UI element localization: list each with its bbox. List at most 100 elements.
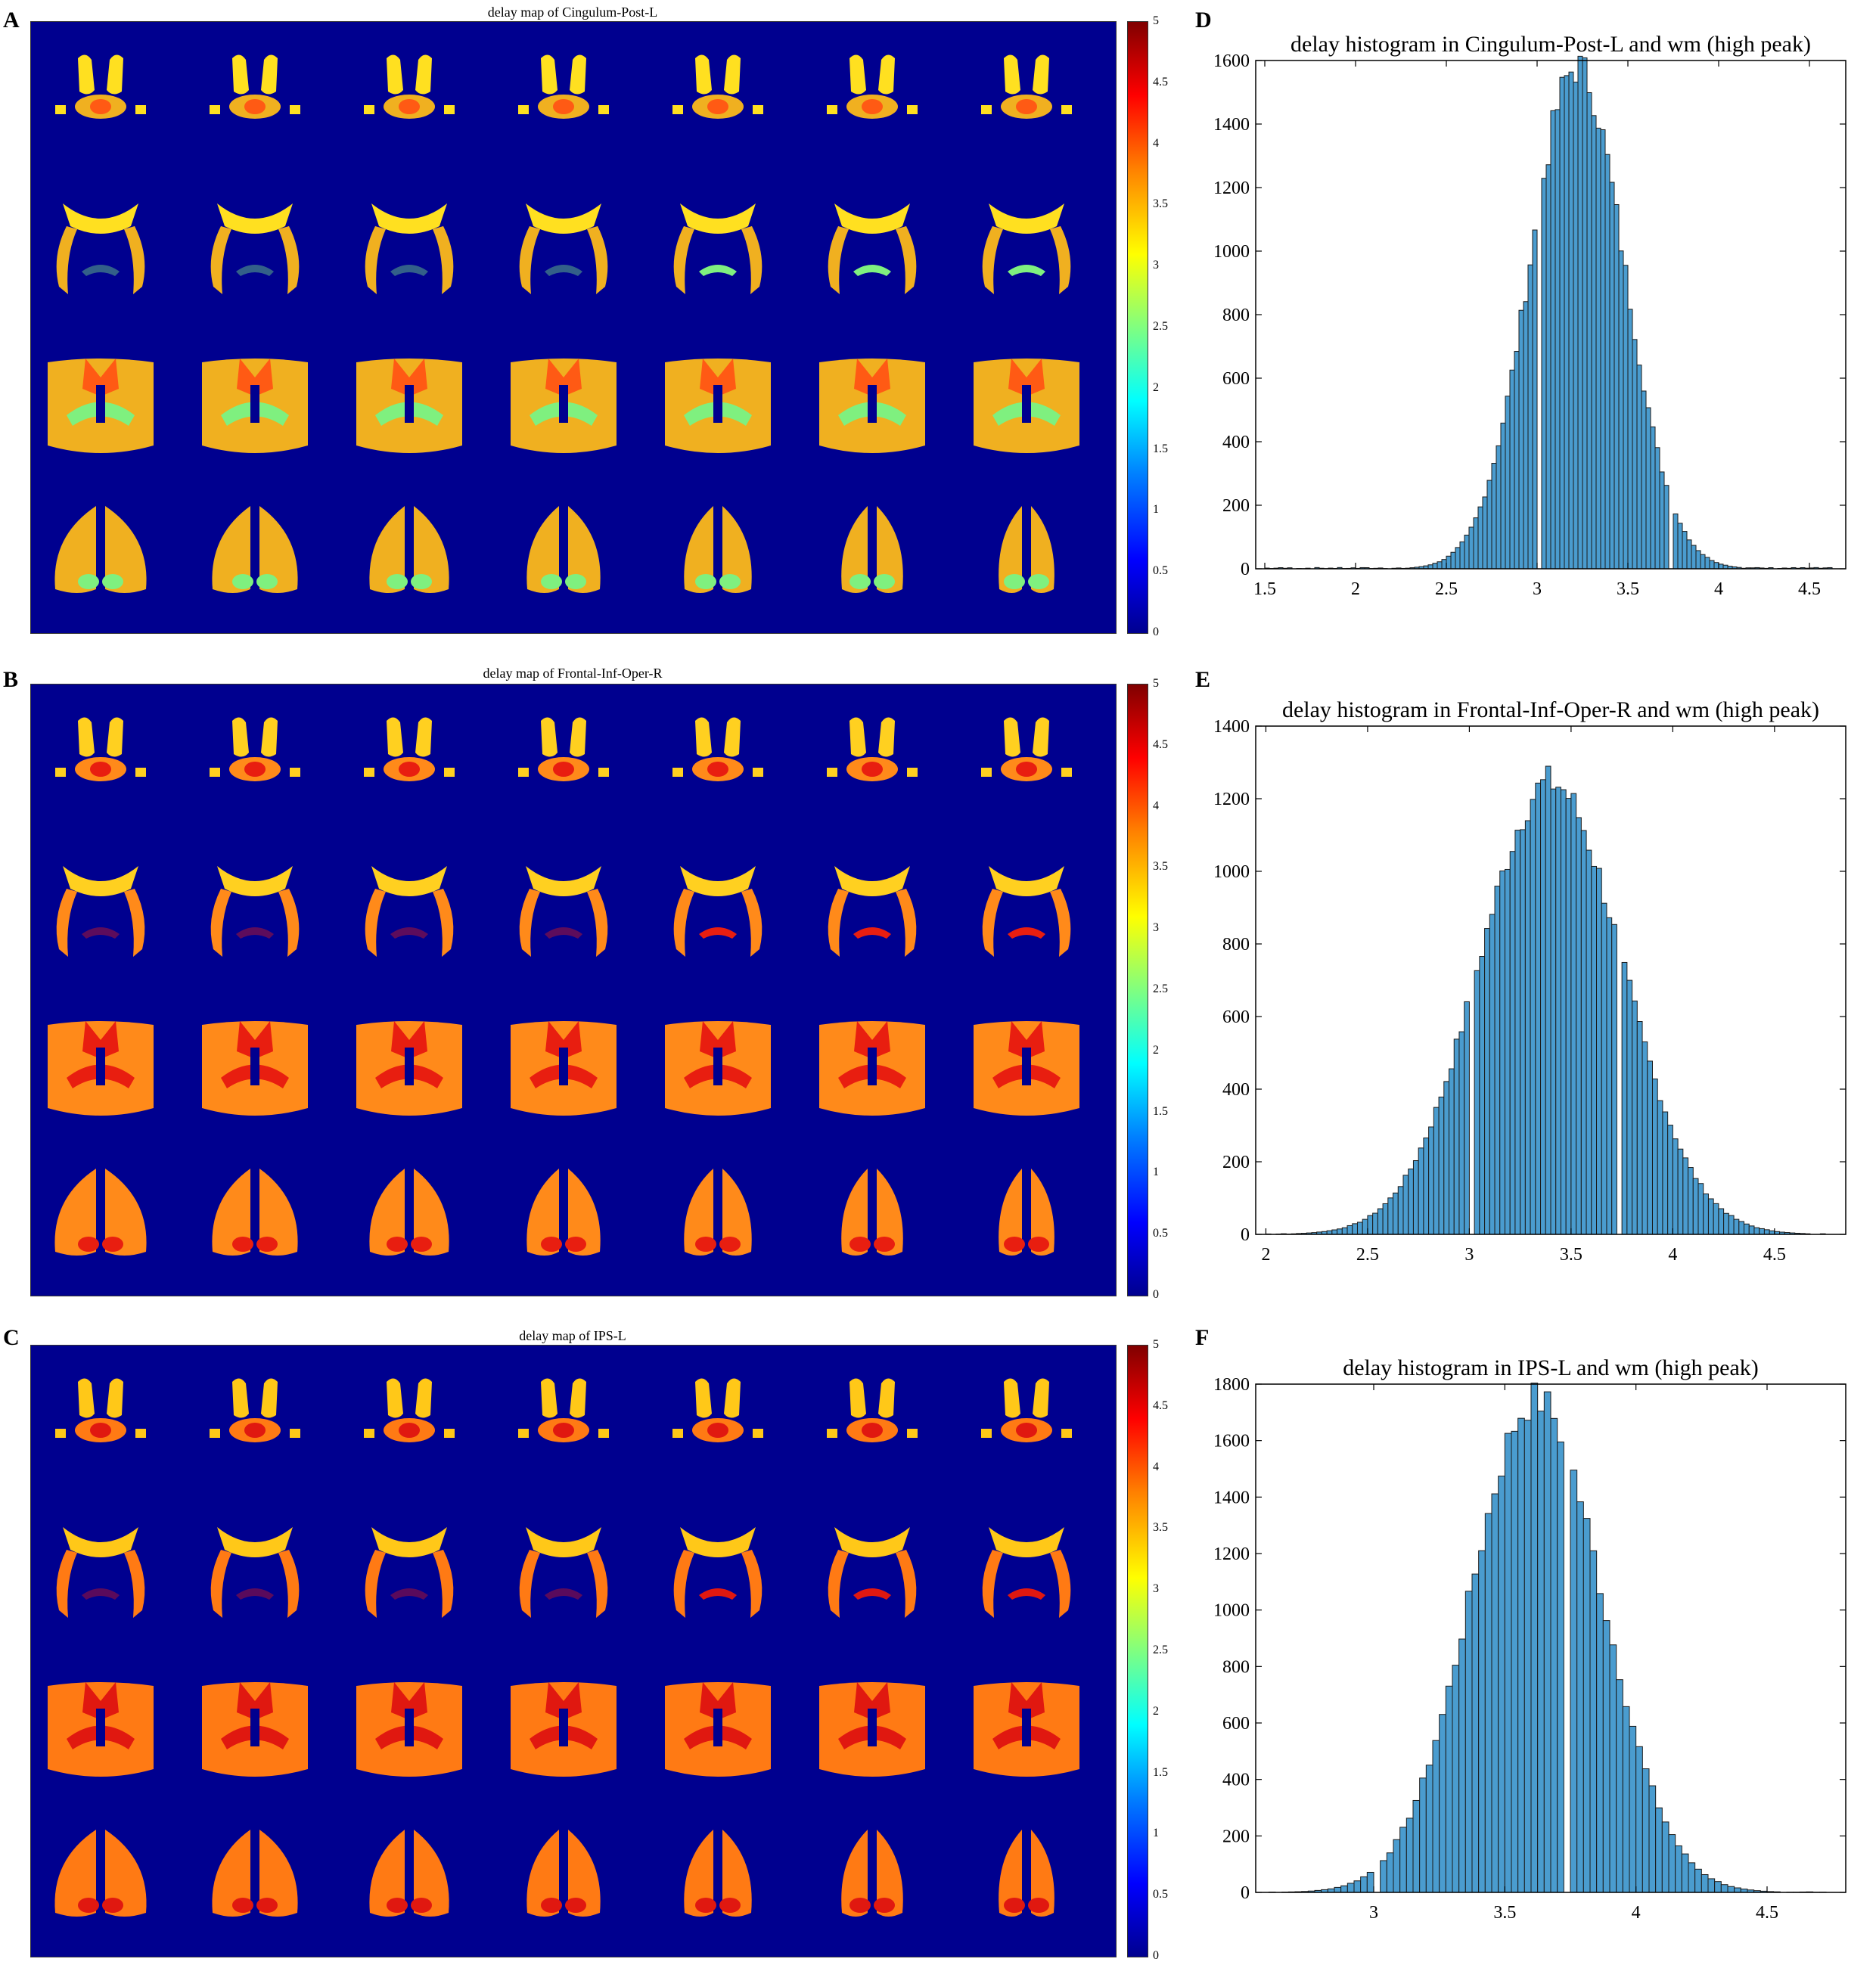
histogram-bar bbox=[1648, 1785, 1657, 1893]
histogram-bar bbox=[1723, 1212, 1729, 1235]
brain-slice bbox=[202, 1021, 308, 1116]
brain-slice bbox=[981, 1378, 1072, 1442]
brain-slice bbox=[356, 1021, 462, 1116]
brain-slice bbox=[518, 717, 609, 781]
histogram-bar bbox=[1446, 555, 1452, 570]
histogram-bar bbox=[1393, 1839, 1401, 1893]
x-tick-label: 4.5 bbox=[1798, 579, 1821, 599]
y-tick-label: 0 bbox=[1241, 1883, 1250, 1903]
brain-slice bbox=[48, 1021, 154, 1116]
brain-slice bbox=[665, 1682, 771, 1777]
histogram-bar bbox=[1432, 1740, 1440, 1893]
brain-slice bbox=[827, 1378, 918, 1442]
colorbar-tick-label: 2.5 bbox=[1153, 983, 1168, 995]
histogram-bar bbox=[1433, 1107, 1440, 1235]
histogram-bar bbox=[1576, 817, 1582, 1235]
brain-slice bbox=[356, 1682, 462, 1777]
brain-slice bbox=[841, 1169, 903, 1256]
colorbar-c bbox=[1127, 1345, 1148, 1957]
histogram-bar bbox=[1477, 506, 1483, 570]
brain-slice bbox=[982, 866, 1071, 957]
y-tick-label: 200 bbox=[1222, 1153, 1250, 1172]
histogram-bar bbox=[1341, 1227, 1348, 1235]
brain-slice bbox=[828, 203, 917, 294]
colorbar-tick-label: 1 bbox=[1153, 503, 1159, 517]
histogram-bar bbox=[1718, 563, 1724, 570]
histogram-bar bbox=[1596, 1593, 1604, 1893]
x-tick-label: 1.5 bbox=[1253, 579, 1276, 599]
histogram-bar bbox=[1471, 1573, 1480, 1893]
histogram-bar bbox=[1352, 1223, 1358, 1235]
histogram-bar bbox=[1645, 407, 1651, 570]
x-tick-label: 3 bbox=[1369, 1903, 1378, 1923]
colorbar-tick-label: 1.5 bbox=[1153, 442, 1168, 455]
brain-slice bbox=[684, 1830, 752, 1917]
histogram-bar bbox=[1380, 1860, 1387, 1893]
histogram-bar bbox=[1377, 1208, 1384, 1235]
colorbar-tick-label: 5 bbox=[1153, 14, 1159, 27]
histogram-f: delay histogram in IPS-L and wm (high pe… bbox=[1213, 1355, 1846, 1923]
brain-slice bbox=[48, 359, 154, 453]
histogram-bar bbox=[1609, 1644, 1617, 1893]
y-tick-label: 0 bbox=[1241, 1225, 1250, 1245]
histogram-bar bbox=[1334, 1886, 1342, 1893]
histogram-bar bbox=[1744, 1223, 1750, 1235]
histogram-bar bbox=[1576, 1501, 1584, 1893]
brain-slice bbox=[365, 203, 454, 294]
histogram-bar bbox=[1397, 1186, 1404, 1235]
histogram-bar bbox=[1439, 1714, 1446, 1893]
colorbar-tick-label: 4 bbox=[1153, 1460, 1159, 1473]
histogram-bar bbox=[1428, 1126, 1434, 1235]
brain-slice bbox=[54, 1830, 147, 1917]
histogram-bar bbox=[1473, 517, 1479, 570]
histogram-bar bbox=[1577, 55, 1583, 570]
brain-slice bbox=[827, 717, 918, 781]
colorbar-tick-label: 5 bbox=[1153, 677, 1159, 690]
histogram-bar bbox=[1573, 82, 1579, 570]
histogram-bar bbox=[1458, 1031, 1465, 1235]
histogram-bar bbox=[1555, 787, 1561, 1235]
brain-slice bbox=[841, 1830, 903, 1917]
histogram-bar bbox=[1642, 1768, 1650, 1893]
panel-letter-e: E bbox=[1195, 667, 1211, 692]
panel-letter-d: D bbox=[1195, 8, 1212, 33]
brain-slice bbox=[981, 717, 1072, 781]
brain-slice bbox=[974, 359, 1079, 453]
histogram-bar bbox=[1346, 1883, 1355, 1893]
panel-letter-f: F bbox=[1195, 1325, 1210, 1350]
histogram-bar bbox=[1555, 109, 1561, 570]
histogram-bar bbox=[1449, 1068, 1455, 1235]
colorbar-tick-label: 0 bbox=[1153, 1288, 1159, 1301]
histogram-bar bbox=[1382, 1203, 1389, 1235]
x-tick-label: 3.5 bbox=[1493, 1903, 1516, 1923]
histogram-bar bbox=[1713, 562, 1719, 570]
histogram-bar bbox=[1484, 928, 1490, 1235]
brain-slice bbox=[202, 1682, 308, 1777]
brain-slice bbox=[55, 54, 146, 119]
histogram-bar bbox=[1753, 1227, 1760, 1235]
x-tick-label: 3.5 bbox=[1560, 1245, 1582, 1265]
histogram-bar bbox=[1523, 1420, 1532, 1893]
brain-slice bbox=[56, 203, 145, 294]
histogram-bar bbox=[1499, 870, 1505, 1235]
y-tick-label: 1400 bbox=[1213, 1488, 1250, 1507]
histogram-bar bbox=[1570, 793, 1577, 1235]
brain-slice bbox=[526, 506, 601, 593]
histogram-bar bbox=[1707, 1198, 1714, 1235]
histogram-bar bbox=[1509, 369, 1515, 570]
brain-slice bbox=[212, 506, 298, 593]
plot-frame bbox=[1255, 725, 1846, 1235]
histogram-bar bbox=[1479, 956, 1486, 1235]
delay-map-c bbox=[30, 1345, 1117, 1957]
histogram-bar bbox=[1627, 309, 1633, 570]
x-tick-label: 2.5 bbox=[1356, 1245, 1379, 1265]
brain-slice bbox=[982, 1527, 1071, 1618]
histogram-bar bbox=[1601, 902, 1607, 1235]
y-tick-label: 1800 bbox=[1213, 1375, 1250, 1395]
histogram-bar bbox=[1340, 1885, 1348, 1893]
histogram-bar bbox=[1432, 563, 1438, 570]
histogram-bar bbox=[1629, 1725, 1637, 1893]
panel-letter-b: B bbox=[3, 667, 19, 692]
histogram-bar bbox=[1353, 1880, 1362, 1893]
y-tick-label: 800 bbox=[1222, 1657, 1250, 1677]
